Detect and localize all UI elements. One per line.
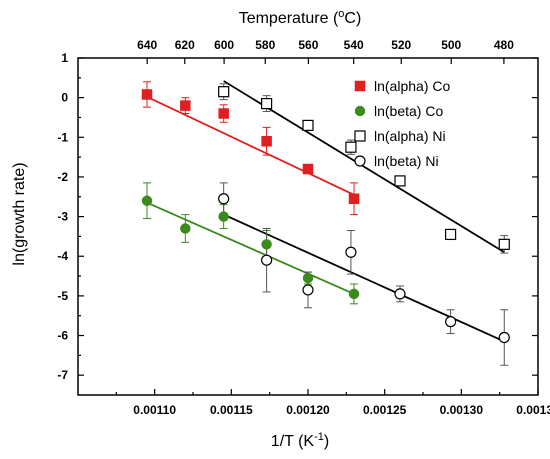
- data-point: [218, 86, 230, 98]
- data-point: [261, 97, 273, 110]
- data-point: [218, 193, 230, 205]
- data-point: [261, 254, 273, 266]
- y-tick-label: -6: [57, 329, 68, 343]
- data-point: [180, 100, 191, 111]
- top-tick-label: 580: [255, 38, 275, 52]
- y-tick-label: -4: [57, 249, 68, 263]
- data-point: [394, 288, 406, 300]
- left-axis: 1 0 -1 -2 -3 -4 -5 -6 -7: [57, 51, 538, 382]
- fit-lines: [146, 80, 505, 343]
- y-tick-label: -7: [57, 368, 68, 382]
- data-point: [348, 193, 360, 204]
- top-axis: 640 620 600 580 560 540 520 500 480: [137, 38, 514, 64]
- y-tick-label: -2: [57, 170, 68, 184]
- fit-line: [223, 213, 505, 343]
- plot-frame: [77, 57, 539, 396]
- data-point: [345, 246, 357, 258]
- data-point: [445, 228, 457, 241]
- top-tick-label: 520: [391, 38, 411, 52]
- data-points: [141, 86, 510, 344]
- x-tick-label: 0.00120: [286, 403, 330, 417]
- data-point: [218, 211, 229, 222]
- top-tick-label: 620: [175, 38, 195, 52]
- x-tick-label: 0.00110: [133, 403, 176, 417]
- data-point: [348, 288, 360, 300]
- y-tick-label: 1: [61, 51, 68, 65]
- bottom-axis: 0.00110 0.00115 0.00120 0.00125 0.00130 0.001…: [115, 389, 550, 417]
- legend-label: ln(alpha) Ni: [374, 128, 446, 144]
- top-tick-label: 600: [214, 38, 234, 52]
- legend-label: ln(beta) Co: [374, 103, 443, 119]
- data-point: [261, 136, 272, 147]
- fit-line: [146, 96, 355, 196]
- y-tick-label: -5: [57, 289, 68, 303]
- top-tick-label: 480: [494, 38, 514, 52]
- data-point: [218, 108, 229, 119]
- legend-marker: [354, 155, 366, 167]
- top-axis-title: Temperature (oC): [239, 8, 362, 27]
- y-tick-label: -3: [57, 210, 68, 224]
- data-point: [498, 238, 510, 250]
- plot-border: [77, 57, 539, 396]
- legend-label: ln(alpha) Co: [374, 78, 450, 94]
- data-point: [445, 316, 457, 328]
- data-point: [180, 223, 191, 234]
- legend-marker: [354, 105, 366, 117]
- data-point: [302, 284, 314, 296]
- data-point: [302, 163, 314, 175]
- legend-label: ln(beta) Ni: [374, 153, 439, 169]
- x-axis-title: 1/T (K-1): [271, 431, 329, 450]
- data-point: [302, 272, 314, 284]
- fit-line: [223, 80, 505, 254]
- data-point: [498, 331, 510, 344]
- x-tick-label: 0.00115: [210, 403, 253, 417]
- data-point: [345, 141, 357, 153]
- fit-line: [146, 201, 355, 295]
- top-tick-label: 500: [441, 38, 461, 52]
- top-tick-label: 540: [344, 38, 364, 52]
- data-point: [394, 175, 406, 187]
- legend-marker: [354, 130, 366, 142]
- data-point: [302, 119, 314, 132]
- data-point: [261, 239, 272, 250]
- x-tick-label: 0.00130: [440, 403, 484, 417]
- x-tick-label: 0.00125: [363, 403, 407, 417]
- legend: ln(alpha) Co ln(beta) Co ln(alpha) Ni ln(be…: [354, 78, 450, 169]
- legend-marker: [354, 80, 366, 92]
- y-tick-label: -1: [57, 130, 68, 144]
- y-axis-title: ln(growth rate): [11, 162, 28, 265]
- top-tick-label: 640: [137, 38, 157, 52]
- y-tick-label: 0: [61, 91, 68, 105]
- data-point: [141, 195, 153, 206]
- data-point: [141, 89, 153, 100]
- top-tick-label: 560: [298, 38, 318, 52]
- x-tick-label: 0.00135: [516, 403, 550, 417]
